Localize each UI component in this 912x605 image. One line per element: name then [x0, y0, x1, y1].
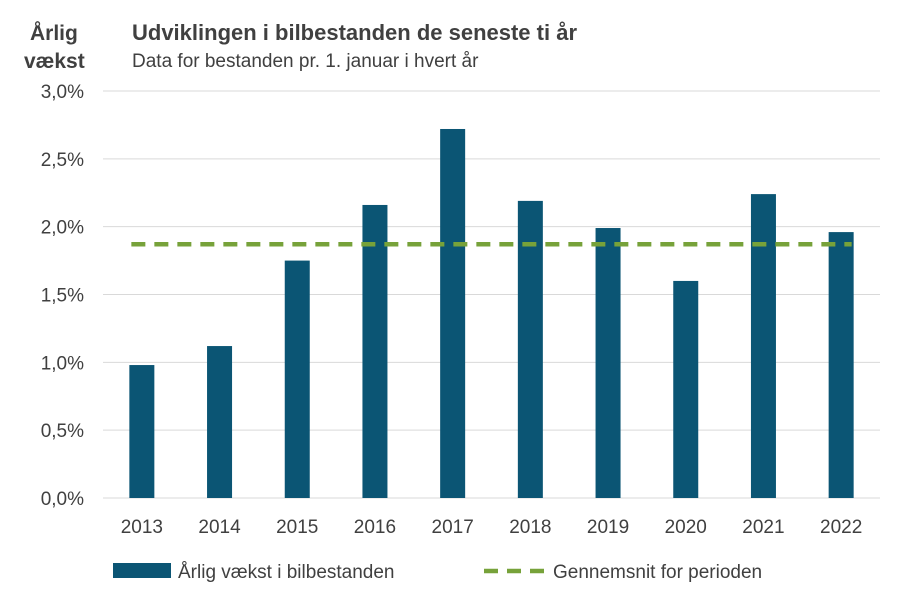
x-tick-label: 2017: [432, 517, 474, 538]
y-axis-title-line1: Årlig: [30, 21, 78, 45]
x-axis-ticks: 2013 2014 2015 2016 2017 2018 2019 2020 2021 2022: [121, 517, 863, 538]
bar-2015: [284, 260, 310, 498]
y-axis-ticks: 0,0% 0,5% 1,0% 1,5% 2,0% 2,5% 3,0%: [41, 82, 84, 510]
x-tick-label: 2022: [820, 517, 862, 538]
legend: Årlig vækst i bilbestanden Gennemsnit fo…: [113, 562, 762, 583]
y-tick-label: 1,0%: [41, 353, 84, 374]
bar-2022: [828, 232, 854, 499]
grid-layer: [103, 90, 880, 499]
bar-2013: [129, 365, 155, 498]
x-tick-label: 2021: [742, 517, 784, 538]
y-tick-label: 1,5%: [41, 286, 84, 307]
x-tick-label: 2013: [121, 517, 163, 538]
y-tick-label: 0,5%: [41, 421, 84, 442]
bar-2018: [517, 200, 543, 498]
legend-average-label: Gennemsnit for perioden: [553, 562, 762, 583]
x-tick-label: 2018: [509, 517, 551, 538]
x-tick-label: 2014: [198, 517, 241, 538]
y-tick-label: 2,0%: [41, 218, 84, 239]
y-axis-title-line2: vækst: [24, 50, 85, 73]
y-tick-label: 2,5%: [41, 150, 84, 171]
x-tick-label: 2020: [665, 517, 707, 538]
chart-subtitle: Data for bestanden pr. 1. januar i hvert…: [132, 51, 479, 72]
legend-bar-label: Årlig vækst i bilbestanden: [178, 562, 395, 583]
x-tick-label: 2015: [276, 517, 318, 538]
bar-2016: [362, 204, 388, 498]
bar-2021: [750, 194, 776, 498]
bar-series: [129, 128, 854, 499]
bar-2017: [440, 128, 466, 498]
bar-2014: [207, 346, 233, 498]
bar-2019: [595, 228, 621, 499]
y-tick-label: 0,0%: [41, 489, 84, 510]
bar-2020: [673, 280, 699, 498]
y-tick-label: 3,0%: [41, 82, 84, 103]
x-tick-label: 2019: [587, 517, 629, 538]
legend-bar-swatch: [113, 563, 171, 578]
x-tick-label: 2016: [354, 517, 396, 538]
chart-title: Udviklingen i bilbestanden de seneste ti…: [132, 20, 577, 45]
